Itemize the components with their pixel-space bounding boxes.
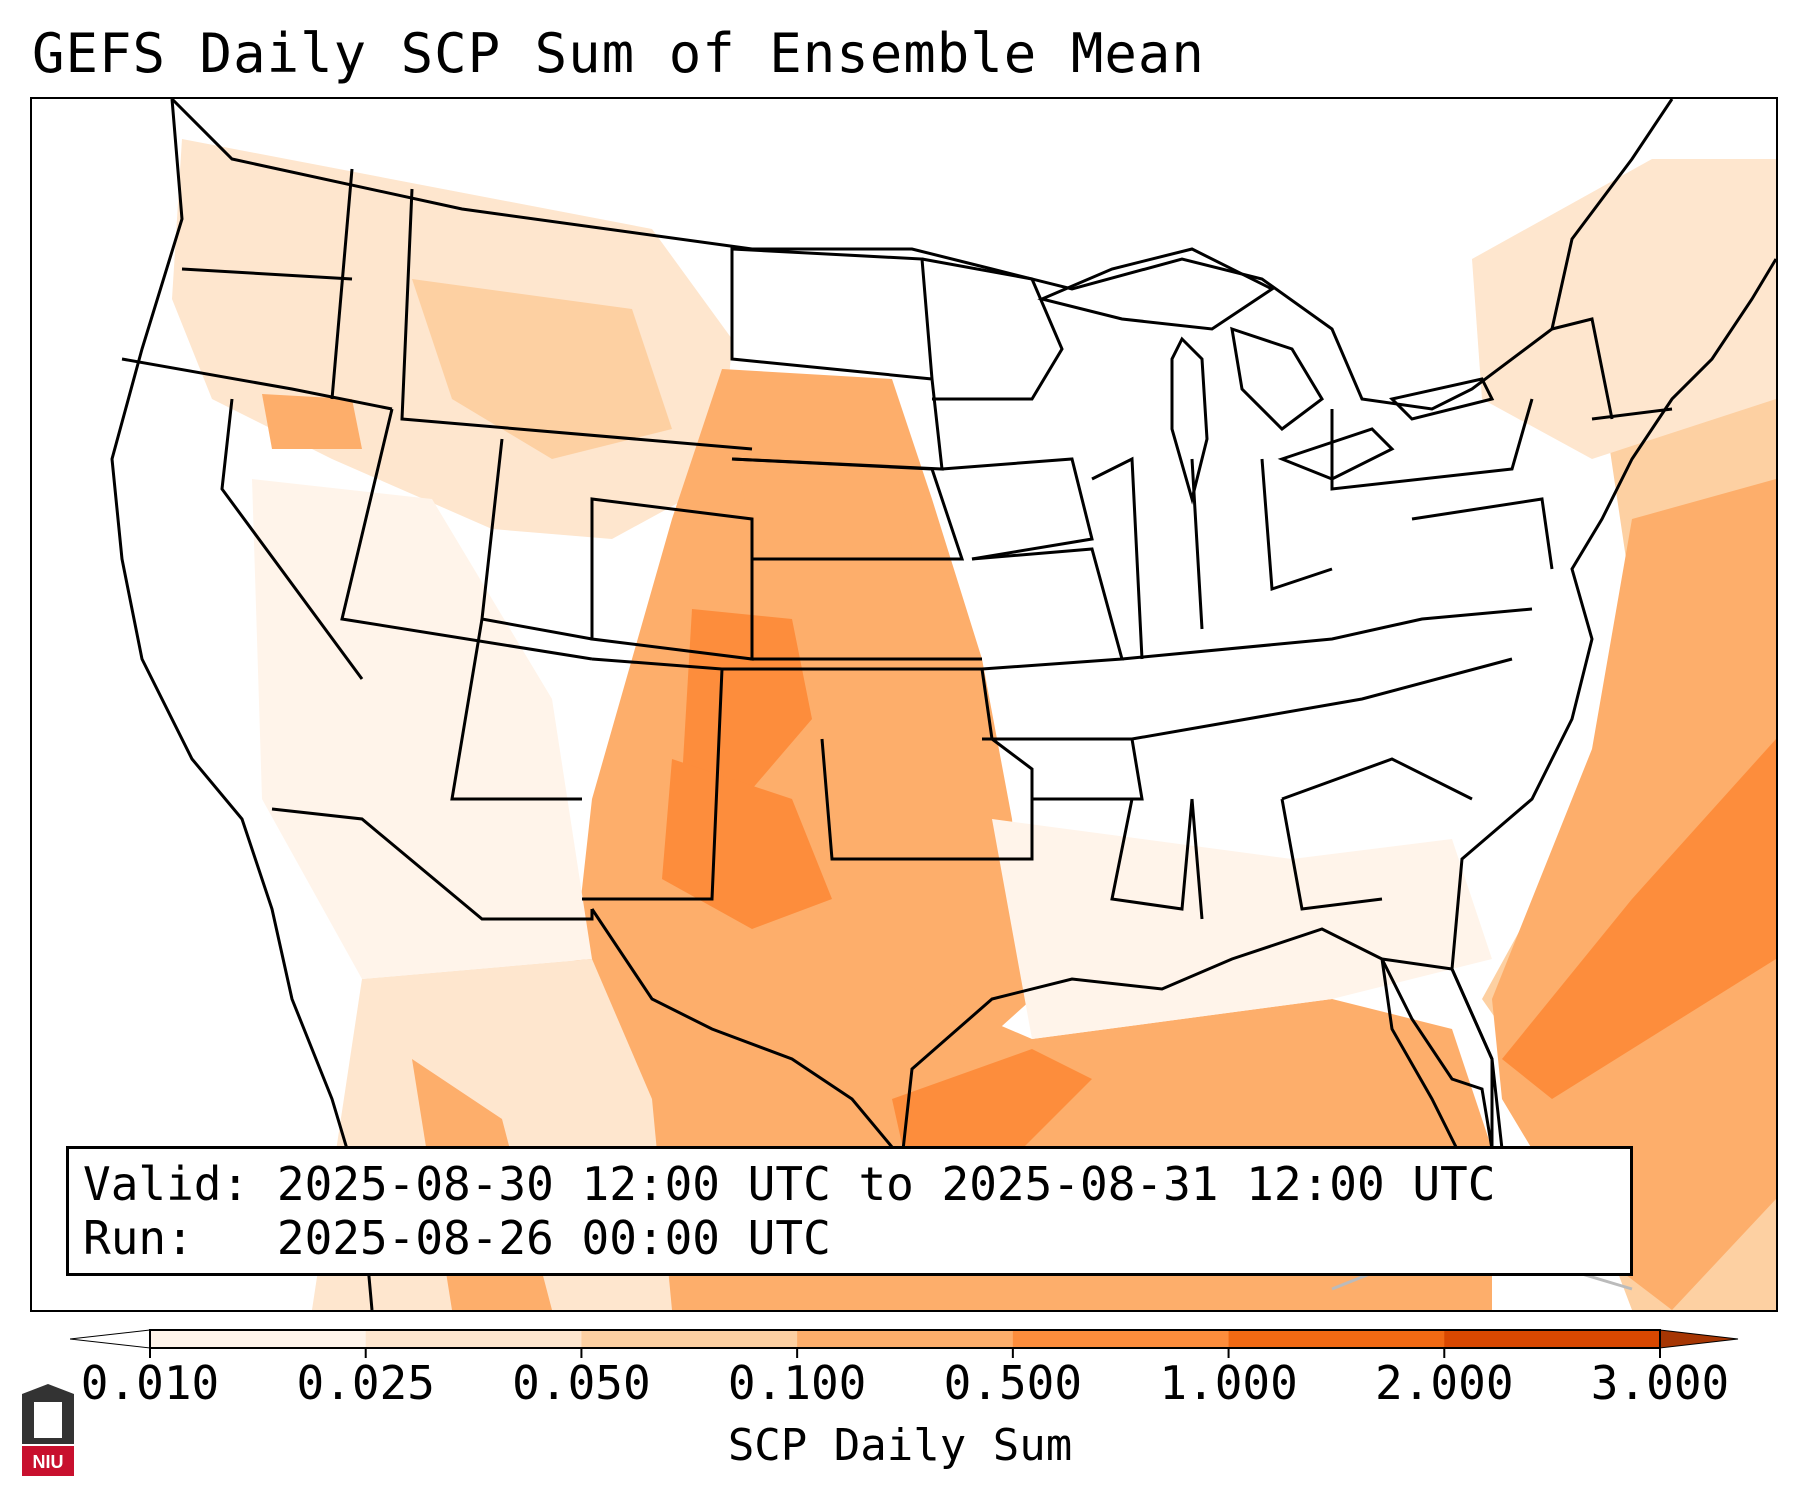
shade-southeast-light: [992, 819, 1492, 1039]
colorbar-label: SCP Daily Sum: [727, 1420, 1073, 1471]
colorbar-tick-label: 0.025: [296, 1356, 435, 1410]
state-borders: [110, 99, 1776, 1310]
colorbar-extend-min: [70, 1329, 151, 1349]
colorbar: [70, 1329, 1739, 1358]
colorbar-tick-label: 1.000: [1159, 1356, 1298, 1410]
lake-huron: [1230, 326, 1324, 431]
state-line-pa-ny: [1330, 398, 1554, 570]
west-coast: [110, 99, 374, 1310]
state-line-nv-ut: [340, 408, 593, 661]
scp-map: [110, 99, 1776, 1310]
colorbar-segment: [365, 1330, 582, 1348]
colorbar-outline: [149, 1329, 1661, 1349]
colorbar-segment: [150, 1330, 367, 1348]
lake-superior: [1037, 247, 1275, 331]
us-mexico-border: [271, 807, 594, 921]
colorbar-segments: [70, 1329, 1739, 1349]
valid-value: 2025-08-30 12:00 UTC to 2025-08-31 12:00…: [276, 1157, 1496, 1211]
niu-logo: NIU: [22, 1384, 74, 1476]
valid-run-info-box: Valid: 2025-08-30 12:00 UTC to 2025-08-3…: [66, 1146, 1633, 1276]
state-line-la-ms: [1032, 797, 1194, 911]
state-line-al-ga: [1190, 757, 1473, 920]
shade-sw-light: [252, 479, 592, 979]
logo-building: [34, 1402, 62, 1438]
colorbar-segment: [581, 1330, 798, 1348]
logo-banner: [22, 1446, 74, 1476]
colorbar-extend-max: [1659, 1329, 1739, 1349]
atlantic-coast: [1450, 258, 1776, 1149]
colorbar-segment: [797, 1330, 1014, 1348]
scp-shading: [172, 139, 1776, 1310]
shade-northeast: [1472, 159, 1776, 459]
run-label: Run:: [83, 1211, 194, 1265]
state-line-id: [330, 168, 354, 400]
state-line-ca-nv: [220, 398, 364, 680]
colorbar-segment: [1444, 1330, 1661, 1348]
map-title: GEFS Daily SCP Sum of Ensemble Mean: [32, 22, 1205, 85]
state-line-or-ca: [121, 357, 393, 411]
shade-atlantic: [1492, 479, 1776, 1310]
colorbar-tick-label: 0.500: [943, 1356, 1083, 1410]
colorbar-segment: [1012, 1330, 1230, 1348]
colorbar-tick-label: 0.100: [727, 1356, 867, 1410]
state-line-mt-wy: [400, 188, 753, 451]
valid-label: Valid:: [83, 1157, 250, 1211]
state-line-mn-ia: [921, 257, 1094, 561]
state-line-ne-ks: [731, 457, 982, 661]
shade-montana: [412, 279, 672, 459]
state-line-ky-tn: [1121, 607, 1533, 741]
shade-oregon-patch: [262, 394, 362, 449]
shade-sd-ne: [732, 429, 912, 549]
colorbar-tick-label: 0.050: [512, 1356, 651, 1410]
state-line-az-nm: [450, 618, 582, 801]
state-line-nm: [582, 657, 724, 901]
lake-michigan: [1170, 336, 1209, 505]
state-line-wa-or: [181, 267, 353, 281]
state-line-il-in-oh: [1091, 456, 1333, 660]
colorbar-ticks: [149, 1348, 1661, 1358]
state-line-new-england: [1551, 317, 1673, 421]
logo-text: NIU: [33, 1452, 64, 1472]
colorbar-tick-label: 3.000: [1590, 1356, 1730, 1410]
lake-erie-ontario: [1277, 377, 1495, 481]
map-panel[interactable]: [30, 97, 1778, 1312]
colorbar-tick-label: 0.010: [80, 1356, 220, 1410]
us-canada-border: [170, 99, 1674, 411]
run-value: 2025-08-26 00:00 UTC: [276, 1211, 831, 1265]
shade-atlantic-dark: [1502, 739, 1776, 1099]
colorbar-tick-label: 2.000: [1375, 1356, 1514, 1410]
gulf-coast: [590, 908, 1494, 1163]
colorbar-segment: [1228, 1330, 1445, 1348]
shade-nm-tx: [662, 759, 832, 929]
